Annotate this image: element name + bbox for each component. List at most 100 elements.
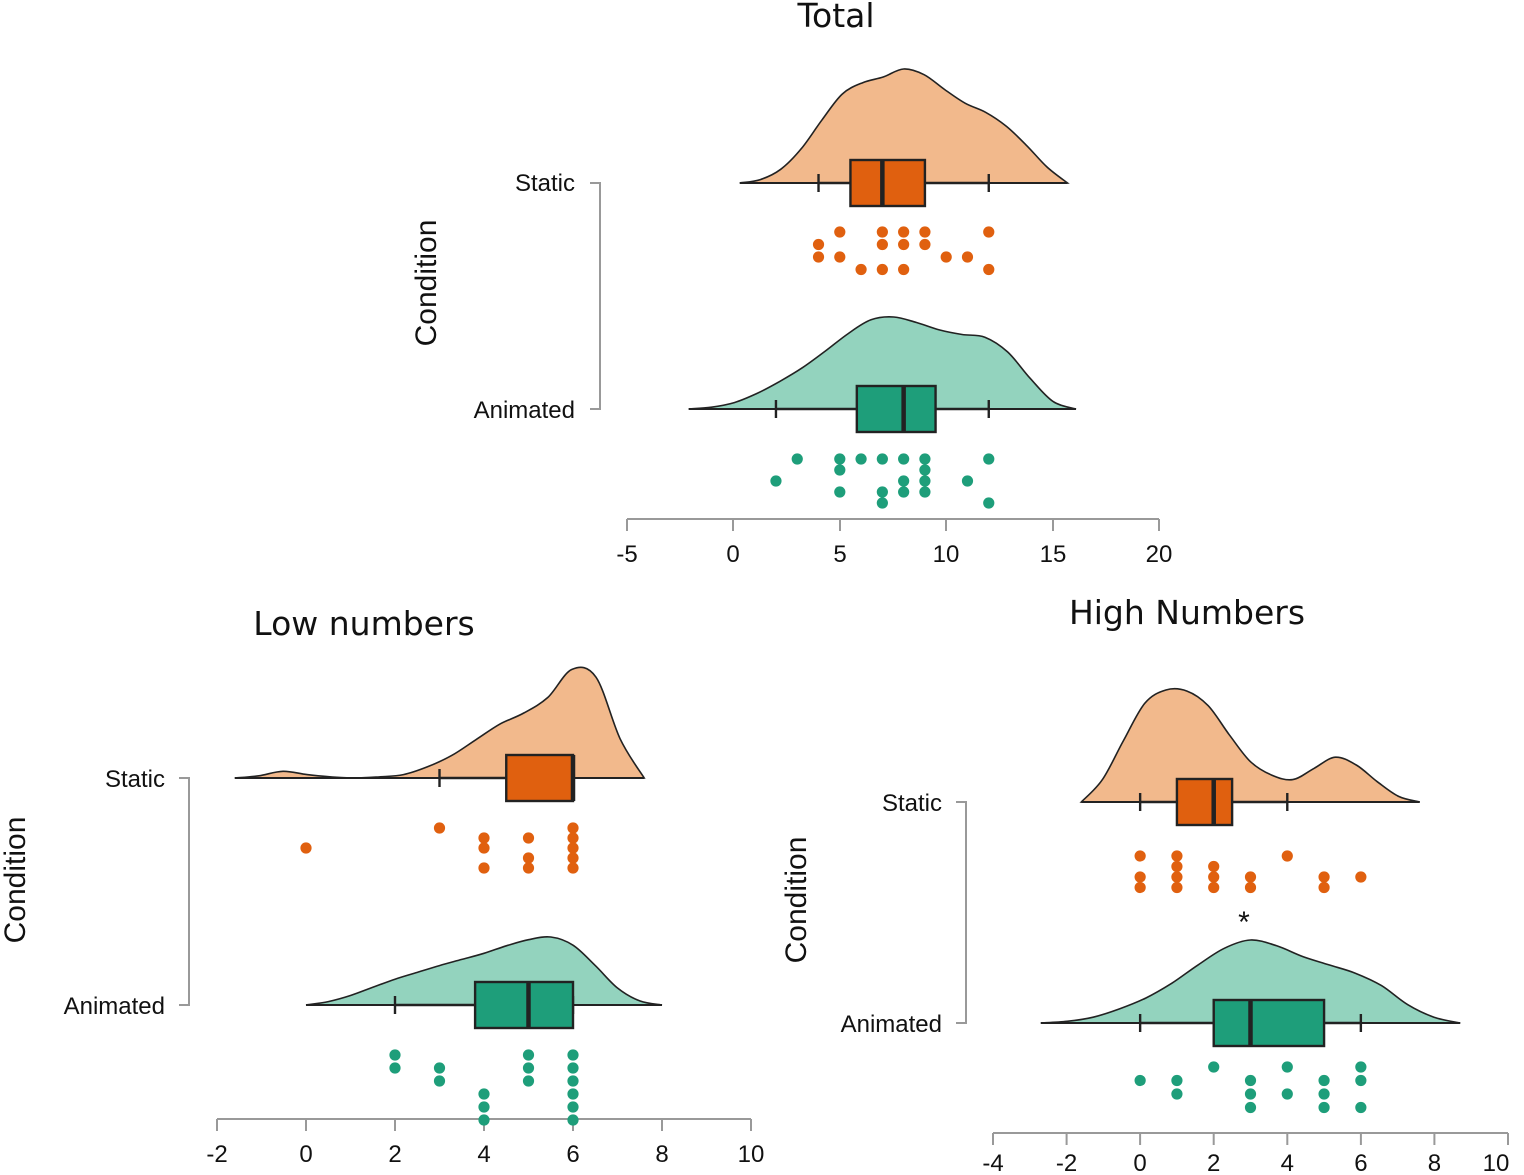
data-point xyxy=(433,1075,446,1087)
box-iqr xyxy=(1212,998,1326,1048)
x-tick-label: 20 xyxy=(1146,541,1173,568)
data-point xyxy=(522,832,535,844)
x-tick-label: -2 xyxy=(1056,1150,1077,1175)
panel-high-numbers: High Numbers Condition Static Animated *… xyxy=(780,593,1509,1175)
data-point xyxy=(961,475,974,487)
data-point xyxy=(1171,1088,1183,1100)
data-point xyxy=(812,251,825,263)
data-point xyxy=(855,263,867,276)
data-point xyxy=(1355,1101,1367,1114)
panel-total: Total Condition Static Animated -5 0 5 1… xyxy=(410,0,1172,568)
data-point xyxy=(1318,1074,1330,1087)
y-axis xyxy=(179,777,190,1006)
x-tick-label: 8 xyxy=(1428,1150,1441,1175)
data-point xyxy=(940,251,952,263)
data-point xyxy=(791,453,803,465)
data-point xyxy=(876,263,888,276)
y-axis-line xyxy=(956,801,967,1024)
y-axis-line xyxy=(590,182,601,410)
x-tick: 15 xyxy=(1040,519,1067,568)
x-tick: 2 xyxy=(388,1119,402,1168)
data-point xyxy=(898,453,910,465)
x-tick: -4 xyxy=(982,1133,1004,1175)
data-point xyxy=(1318,881,1330,894)
density-cloud xyxy=(739,68,1070,184)
box-iqr xyxy=(473,980,575,1030)
data-point xyxy=(1171,860,1183,873)
y-axis-label: Condition xyxy=(0,817,32,944)
x-tick: 8 xyxy=(1428,1133,1441,1175)
x-tick: 0 xyxy=(726,519,740,568)
x-tick: 4 xyxy=(477,1119,491,1168)
data-point xyxy=(433,822,446,834)
density-cloud xyxy=(688,316,1077,410)
density-cloud xyxy=(1040,939,1461,1024)
significance-asterisk: * xyxy=(1238,906,1250,939)
data-point xyxy=(876,238,888,251)
data-point xyxy=(567,1049,579,1061)
y-axis xyxy=(956,801,967,1024)
x-tick: 20 xyxy=(1146,519,1173,568)
data-point xyxy=(1171,850,1183,862)
x-tick-label: 2 xyxy=(1207,1150,1220,1175)
data-point xyxy=(567,1114,579,1126)
x-tick-label: -4 xyxy=(982,1150,1003,1175)
data-point xyxy=(983,263,995,276)
x-tick-label: 0 xyxy=(1133,1150,1146,1175)
x-axis: -4 -2 0 2 4 6 xyxy=(982,1132,1510,1175)
y-axis xyxy=(590,182,601,410)
data-point xyxy=(919,486,931,498)
data-point xyxy=(919,238,931,251)
data-point xyxy=(1355,1074,1367,1087)
data-point xyxy=(1355,871,1367,883)
data-point xyxy=(433,1062,446,1074)
x-tick: 8 xyxy=(655,1119,669,1168)
box-iqr xyxy=(849,158,927,208)
data-point xyxy=(898,486,910,498)
chart-title: Low numbers xyxy=(253,604,474,643)
x-tick-label: 10 xyxy=(933,541,960,568)
x-tick-label: 6 xyxy=(566,1141,579,1168)
data-point xyxy=(567,852,579,864)
data-point xyxy=(389,1049,401,1061)
category-label: Animated xyxy=(841,1011,942,1038)
data-point xyxy=(834,251,846,263)
data-point xyxy=(389,1062,401,1074)
x-tick-label: 15 xyxy=(1040,541,1067,568)
category-label: Animated xyxy=(64,993,165,1020)
x-axis: -2 0 2 4 6 8 1 xyxy=(206,1118,764,1168)
data-point xyxy=(522,852,535,864)
data-point xyxy=(478,1101,490,1113)
data-point xyxy=(1318,871,1330,883)
x-tick: 6 xyxy=(1354,1133,1368,1175)
x-tick: 2 xyxy=(1207,1133,1220,1175)
data-point xyxy=(961,251,974,263)
data-point xyxy=(1355,1061,1367,1073)
data-point xyxy=(1318,1101,1330,1114)
data-point xyxy=(1208,871,1220,883)
data-point xyxy=(812,238,825,251)
data-point xyxy=(1244,881,1257,894)
box-iqr xyxy=(505,753,575,803)
category-label: Static xyxy=(105,766,165,793)
data-point xyxy=(983,453,995,465)
data-point xyxy=(919,464,931,476)
data-point xyxy=(1171,871,1183,883)
chart-marks xyxy=(234,666,663,1126)
x-tick: 4 xyxy=(1281,1133,1294,1175)
category-label: Static xyxy=(515,170,575,197)
data-point xyxy=(876,486,888,498)
data-point xyxy=(567,1088,579,1100)
data-point xyxy=(1281,850,1293,862)
data-point xyxy=(898,226,910,238)
data-point xyxy=(1171,1074,1183,1087)
data-point xyxy=(876,226,888,238)
data-point xyxy=(983,497,995,509)
y-axis-label: Condition xyxy=(410,220,443,347)
y-axis-line xyxy=(179,777,190,1006)
x-tick-label: 8 xyxy=(655,1141,668,1168)
data-point xyxy=(1134,881,1146,894)
data-point xyxy=(478,1114,490,1126)
x-tick-label: 10 xyxy=(1483,1150,1510,1175)
data-point xyxy=(1134,871,1146,883)
